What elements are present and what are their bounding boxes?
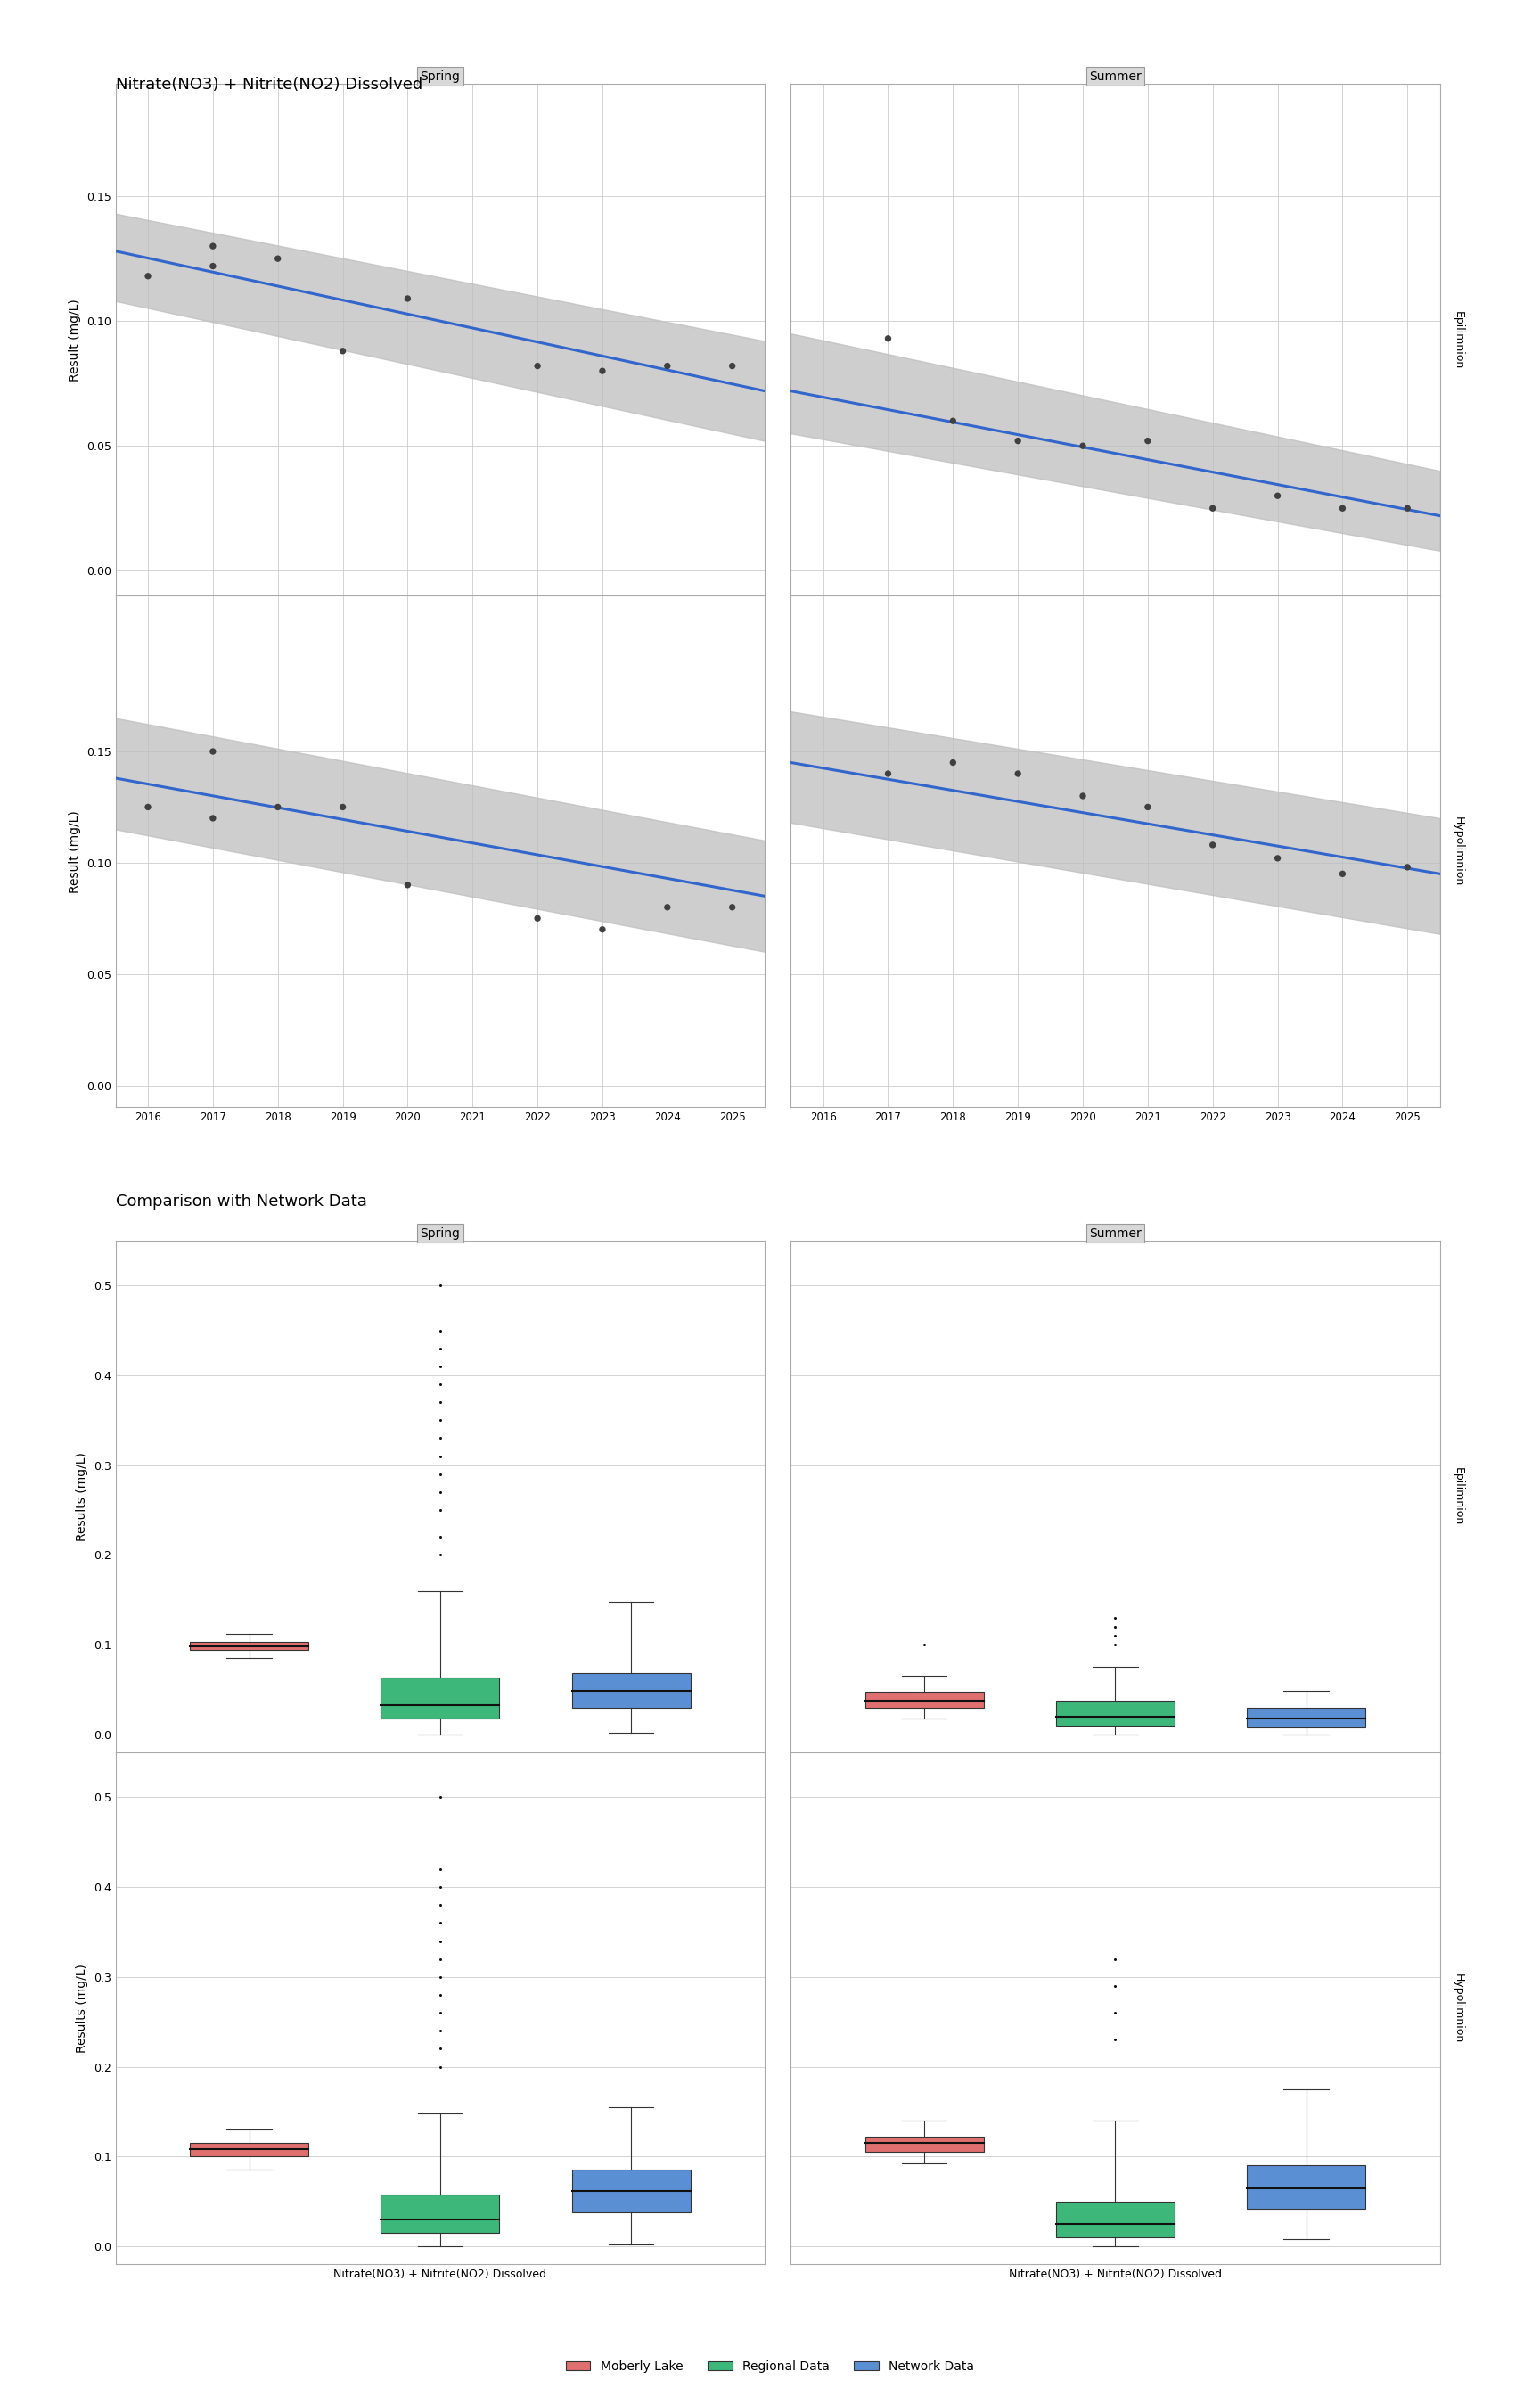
Point — [719, 889, 744, 927]
Y-axis label: Results (mg/L): Results (mg/L) — [75, 1452, 88, 1541]
Text: Hypolimnion: Hypolimnion — [1452, 1974, 1465, 2044]
Point — [590, 352, 614, 391]
Bar — [865, 2137, 984, 2152]
Point — [654, 889, 679, 927]
Point — [1200, 827, 1224, 865]
Bar — [380, 1677, 499, 1718]
Point — [1006, 755, 1030, 793]
Legend: Moberly Lake, Regional Data, Network Data: Moberly Lake, Regional Data, Network Dat… — [561, 2355, 979, 2377]
Point — [200, 798, 225, 836]
Point — [590, 910, 614, 949]
Point — [1266, 839, 1291, 877]
Point — [265, 240, 290, 278]
Point — [1200, 489, 1224, 527]
Bar — [865, 1692, 984, 1708]
Bar — [1056, 2202, 1175, 2238]
Text: Hypolimnion: Hypolimnion — [1452, 817, 1465, 887]
Point — [876, 755, 901, 793]
Y-axis label: Result (mg/L): Result (mg/L) — [69, 810, 82, 894]
Point — [1135, 422, 1160, 460]
Point — [265, 788, 290, 827]
Point — [1070, 776, 1095, 815]
Point — [719, 347, 744, 386]
Bar — [1247, 1708, 1366, 1728]
Point — [136, 256, 160, 295]
Point — [1070, 426, 1095, 465]
Text: Epilimnion: Epilimnion — [1452, 311, 1465, 369]
Point — [1266, 477, 1291, 515]
Bar — [1056, 1701, 1175, 1725]
Point — [525, 347, 550, 386]
Bar — [189, 2142, 308, 2156]
Text: Nitrate(NO3) + Nitrite(NO2) Dissolved: Nitrate(NO3) + Nitrite(NO2) Dissolved — [116, 77, 422, 93]
Title: Spring: Spring — [420, 69, 460, 84]
Text: Epilimnion: Epilimnion — [1452, 1466, 1465, 1526]
Title: Summer: Summer — [1089, 69, 1141, 84]
Y-axis label: Result (mg/L): Result (mg/L) — [69, 300, 82, 381]
Text: Comparison with Network Data: Comparison with Network Data — [116, 1193, 367, 1210]
Point — [396, 865, 420, 903]
Point — [941, 403, 966, 441]
Point — [136, 788, 160, 827]
Point — [200, 228, 225, 266]
Title: Spring: Spring — [420, 1227, 460, 1239]
Point — [941, 743, 966, 781]
Point — [1135, 788, 1160, 827]
Point — [525, 898, 550, 937]
Point — [396, 280, 420, 319]
Bar — [1247, 2166, 1366, 2209]
Point — [1331, 855, 1355, 894]
Point — [331, 788, 356, 827]
Y-axis label: Results (mg/L): Results (mg/L) — [75, 1965, 88, 2053]
Point — [1395, 489, 1420, 527]
Bar — [380, 2195, 499, 2233]
Point — [1006, 422, 1030, 460]
Title: Summer: Summer — [1089, 1227, 1141, 1239]
Point — [200, 247, 225, 285]
Point — [876, 319, 901, 357]
Point — [331, 331, 356, 369]
Bar — [189, 1641, 308, 1651]
Point — [654, 347, 679, 386]
Bar — [571, 1672, 690, 1708]
Point — [1395, 848, 1420, 887]
Point — [200, 733, 225, 772]
Bar — [571, 2171, 690, 2212]
Point — [1331, 489, 1355, 527]
